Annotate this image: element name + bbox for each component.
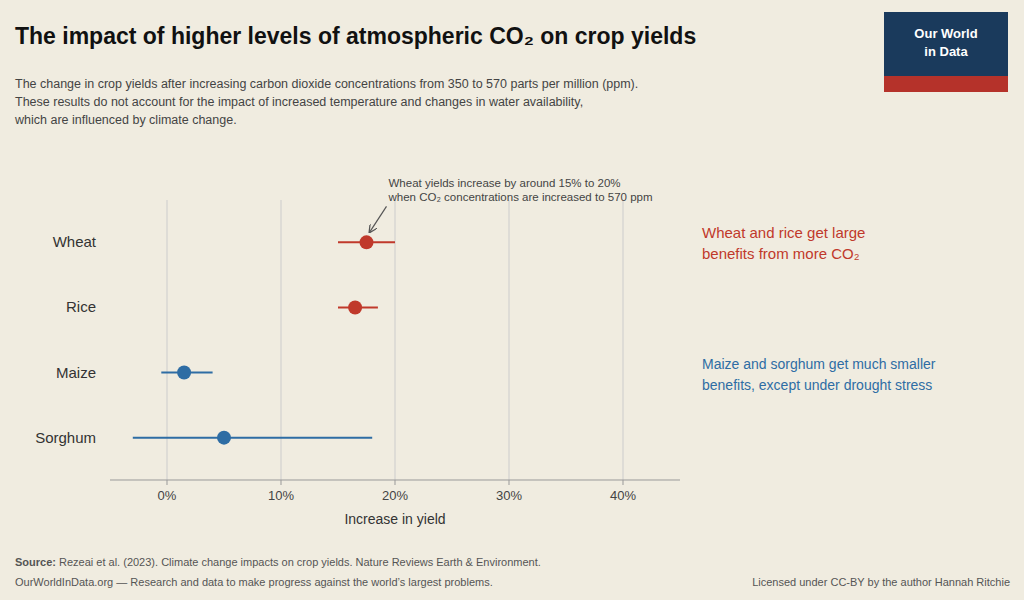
source: Source: Rezeai et al. (2023). Climate ch… xyxy=(15,556,541,568)
marks xyxy=(133,235,395,444)
annotation-arrow xyxy=(370,206,387,232)
grid-line xyxy=(623,200,624,480)
x-tick-label: 20% xyxy=(382,488,408,503)
x-axis-label: Increase in yield xyxy=(344,511,445,527)
logo-text: in Data xyxy=(924,44,968,59)
x-tick xyxy=(623,480,624,485)
chart: The impact of higher levels of atmospher… xyxy=(0,0,1024,600)
footer: OurWorldInData.org — Research and data t… xyxy=(15,576,493,588)
license: Licensed under CC-BY by the author Hanna… xyxy=(752,576,1010,588)
logo-text: Our World xyxy=(914,26,977,41)
logo: Our World in Data xyxy=(884,12,1008,92)
x-tick xyxy=(509,480,510,485)
subtitle: The change in crop yields after increasi… xyxy=(14,77,638,127)
x-tick-label: 40% xyxy=(610,488,636,503)
x-tick-label: 30% xyxy=(496,488,522,503)
x-tick xyxy=(395,480,396,485)
x-tick xyxy=(167,480,168,485)
title: The impact of higher levels of atmospher… xyxy=(15,23,696,49)
dot xyxy=(217,431,231,445)
logo-stripe xyxy=(884,76,1008,92)
source-label: Source: xyxy=(15,556,56,568)
y-tick-label: Rice xyxy=(66,298,96,315)
side-note: Maize and sorghum get much smallerbenefi… xyxy=(702,356,936,393)
source-text: Rezeai et al. (2023). Climate change imp… xyxy=(56,556,541,568)
annotation: Wheat yields increase by around 15% to 2… xyxy=(388,177,653,203)
dot xyxy=(348,300,362,314)
logo-box xyxy=(884,12,1008,92)
x-tick-label: 10% xyxy=(268,488,294,503)
y-tick-label: Sorghum xyxy=(35,429,96,446)
y-tick-label: Maize xyxy=(56,364,96,381)
dot xyxy=(360,235,374,249)
y-tick-label: Wheat xyxy=(53,233,97,250)
dot xyxy=(177,366,191,380)
grid-line xyxy=(509,200,510,480)
error-bar xyxy=(133,437,372,439)
x-tick xyxy=(281,480,282,485)
x-tick-label: 0% xyxy=(158,488,177,503)
side-note: Wheat and rice get largebenefits from mo… xyxy=(702,224,865,262)
